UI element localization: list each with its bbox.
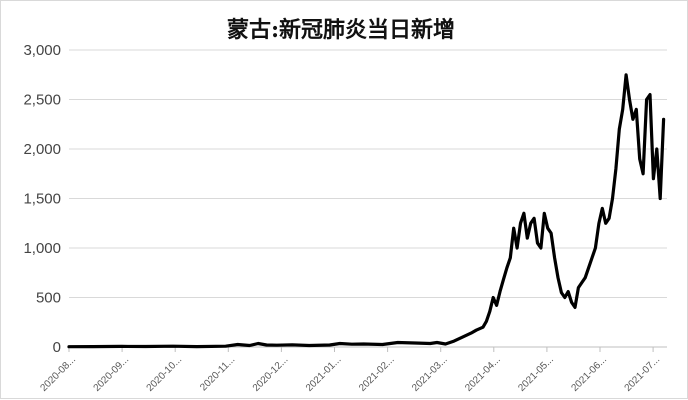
- y-tick-label: 2,500: [23, 92, 61, 109]
- x-tick-label: 2021-07...: [623, 354, 663, 394]
- x-tick-label: 2021-06...: [569, 354, 609, 394]
- x-axis-ticks: 2020-08... 2020-09... 2020-10... 2020-11...…: [38, 354, 662, 394]
- y-tick-label: 2,000: [23, 141, 61, 158]
- y-tick-label: 1,000: [23, 240, 61, 257]
- x-tick-label: 2020-12...: [251, 354, 291, 394]
- gridlines: [69, 49, 667, 298]
- series-line: [67, 73, 666, 349]
- y-tick-label: 1,500: [23, 191, 61, 208]
- x-tick-label: 2021-02...: [357, 354, 397, 394]
- x-tick-label: 2021-03...: [410, 354, 450, 394]
- y-tick-label: 0: [53, 339, 61, 356]
- y-tick-label: 500: [36, 290, 61, 307]
- series-layer: [67, 73, 666, 349]
- y-axis-ticks: 0 500 1,000 1,500 2,000 2,500 3,000: [23, 42, 61, 356]
- x-tick-label: 2020-11...: [198, 354, 237, 393]
- x-tick-label: 2020-08...: [38, 354, 78, 394]
- x-tick-label: 2020-09...: [92, 354, 132, 394]
- x-tick-label: 2020-10...: [145, 354, 185, 394]
- y-tick-label: 3,000: [23, 42, 61, 59]
- x-tick-label: 2021-04...: [463, 354, 503, 394]
- x-tick-label: 2021-01...: [304, 354, 344, 394]
- x-tick-label: 2021-05...: [516, 354, 556, 394]
- chart-title: 蒙古:新冠肺炎当日新增: [227, 17, 455, 43]
